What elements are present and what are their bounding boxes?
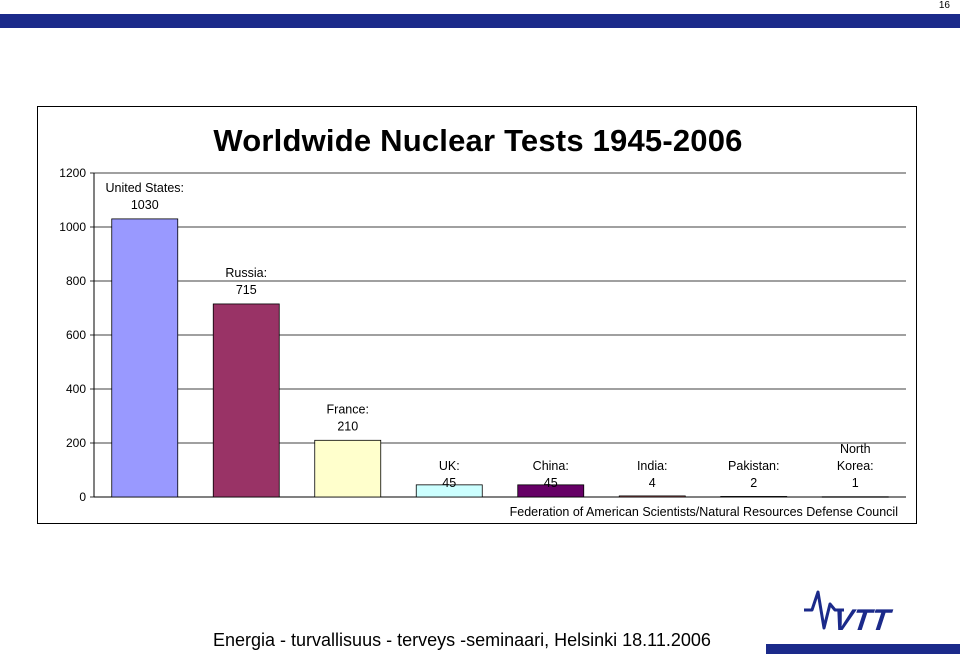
vtt-logo: VTT (766, 590, 960, 654)
data-label: 4 (649, 476, 656, 490)
footer-text: Energia - turvallisuus - terveys -semina… (213, 630, 711, 650)
vtt-logo-wave (804, 590, 844, 630)
y-tick-label: 1000 (59, 220, 86, 234)
bar-russia (212, 303, 280, 498)
bar-chart: 0 200 400 600 800 1000 1200 United States: 1030 R… (59, 166, 906, 504)
bar-india (618, 495, 686, 498)
bar-france (314, 439, 382, 498)
bar-uk (415, 484, 483, 498)
data-label: France: (327, 402, 369, 416)
bar-china (517, 484, 585, 498)
header-bar (0, 14, 960, 28)
data-label: 45 (544, 476, 558, 490)
bar-north-korea (821, 496, 889, 498)
data-label: China: (533, 459, 569, 473)
data-label: 2 (750, 476, 757, 490)
bar-pakistan (720, 496, 788, 498)
data-label: 1030 (131, 198, 159, 212)
data-label: United States: (105, 181, 184, 195)
data-label: 715 (236, 283, 257, 297)
y-tick-label: 1200 (59, 166, 86, 180)
data-label: UK: (439, 459, 460, 473)
page-number: 16 (938, 0, 950, 11)
data-label: Pakistan: (728, 459, 779, 473)
y-tick-label: 600 (66, 328, 86, 342)
data-label: 210 (337, 419, 358, 433)
bar-united-states (111, 218, 179, 498)
vtt-logo-stripe (766, 644, 960, 654)
y-tick-label: 200 (66, 436, 86, 450)
chart-title: Worldwide Nuclear Tests 1945-2006 (213, 123, 743, 158)
chart-source: Federation of American Scientists/Natura… (509, 505, 898, 519)
y-tick-label: 400 (66, 382, 86, 396)
data-label: North (840, 442, 871, 456)
data-label: India: (637, 459, 668, 473)
data-label: Russia: (225, 266, 267, 280)
data-label: 1 (852, 476, 859, 490)
y-tick-label: 800 (66, 274, 86, 288)
y-tick-label: 0 (79, 490, 86, 504)
chart-frame: Worldwide Nuclear Tests 1945-2006 0 200 40… (37, 106, 917, 524)
data-label: 45 (442, 476, 456, 490)
data-label: Korea: (837, 459, 874, 473)
vtt-logo-wordmark: VTT (828, 603, 896, 637)
